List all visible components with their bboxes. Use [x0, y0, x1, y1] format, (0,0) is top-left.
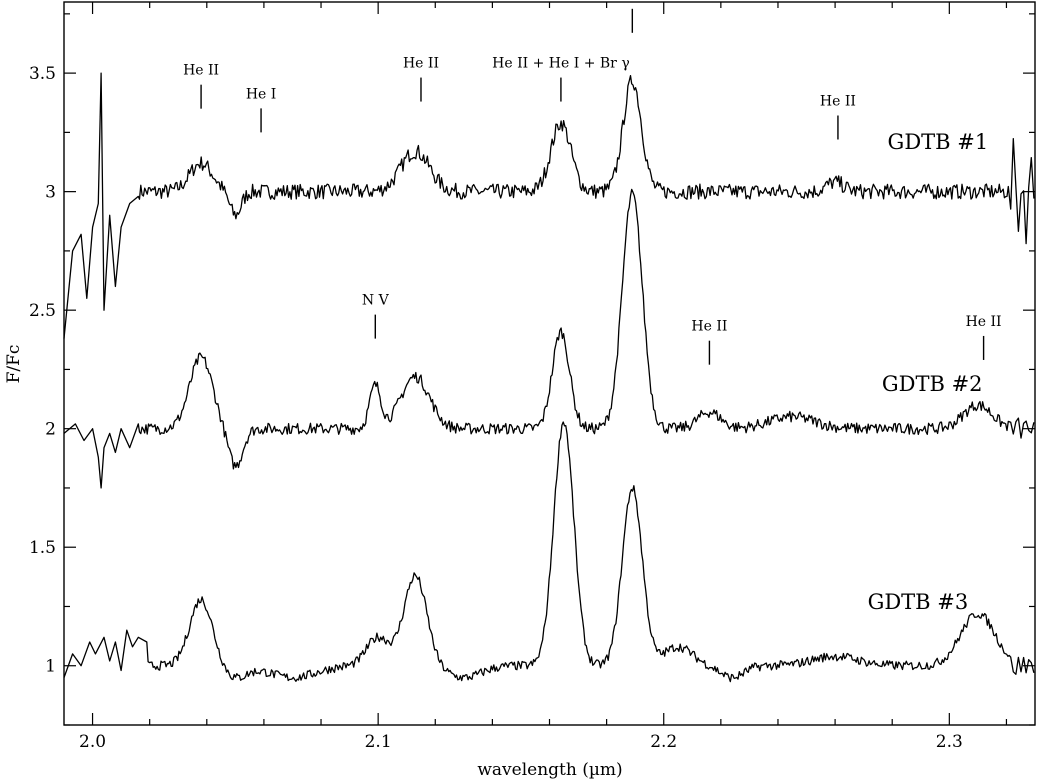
- line-identifications: He II He I He II He II + He I + Br γ He II He…: [183, 0, 1002, 365]
- axis-ticks: 2.0 2.1 2.2 2.3 1 1.5 2 2.5 3 3.5: [29, 2, 1035, 752]
- x-axis-label: wavelength (µm): [477, 760, 622, 780]
- line-id-label: He II: [820, 93, 856, 109]
- y-tick-label: 3: [45, 183, 56, 203]
- y-tick-label: 2.5: [29, 301, 56, 321]
- spectrum-line: [63, 421, 1035, 683]
- line-id-label: He I: [246, 86, 276, 102]
- line-id-label: He II: [403, 56, 439, 72]
- series-label: GDTB #3: [868, 590, 969, 614]
- spectrum-line: [63, 188, 1035, 489]
- line-id-label: N V: [362, 293, 390, 309]
- x-tick-label: 2.0: [79, 732, 106, 752]
- y-tick-label: 1: [45, 657, 56, 677]
- series-label: GDTB #1: [888, 130, 989, 154]
- x-tick-label: 2.3: [936, 732, 963, 752]
- y-tick-label: 2: [45, 420, 56, 440]
- series-group: [63, 72, 1035, 683]
- line-id-label: He II + He I + Br γ: [492, 56, 630, 72]
- spectrum-line: [63, 72, 1035, 339]
- y-axis-label: F/Fc: [4, 345, 24, 384]
- line-id-label: He II: [183, 63, 219, 79]
- y-tick-label: 1.5: [29, 538, 56, 558]
- series-label: GDTB #2: [882, 372, 983, 396]
- y-tick-label: 3.5: [29, 64, 56, 84]
- line-id-label: He II: [691, 319, 727, 335]
- x-tick-label: 2.2: [650, 732, 677, 752]
- x-tick-label: 2.1: [365, 732, 392, 752]
- line-id-label: He II: [966, 314, 1002, 330]
- series-labels: GDTB #1 GDTB #2 GDTB #3: [868, 130, 989, 614]
- line-id-label: He II: [614, 0, 650, 3]
